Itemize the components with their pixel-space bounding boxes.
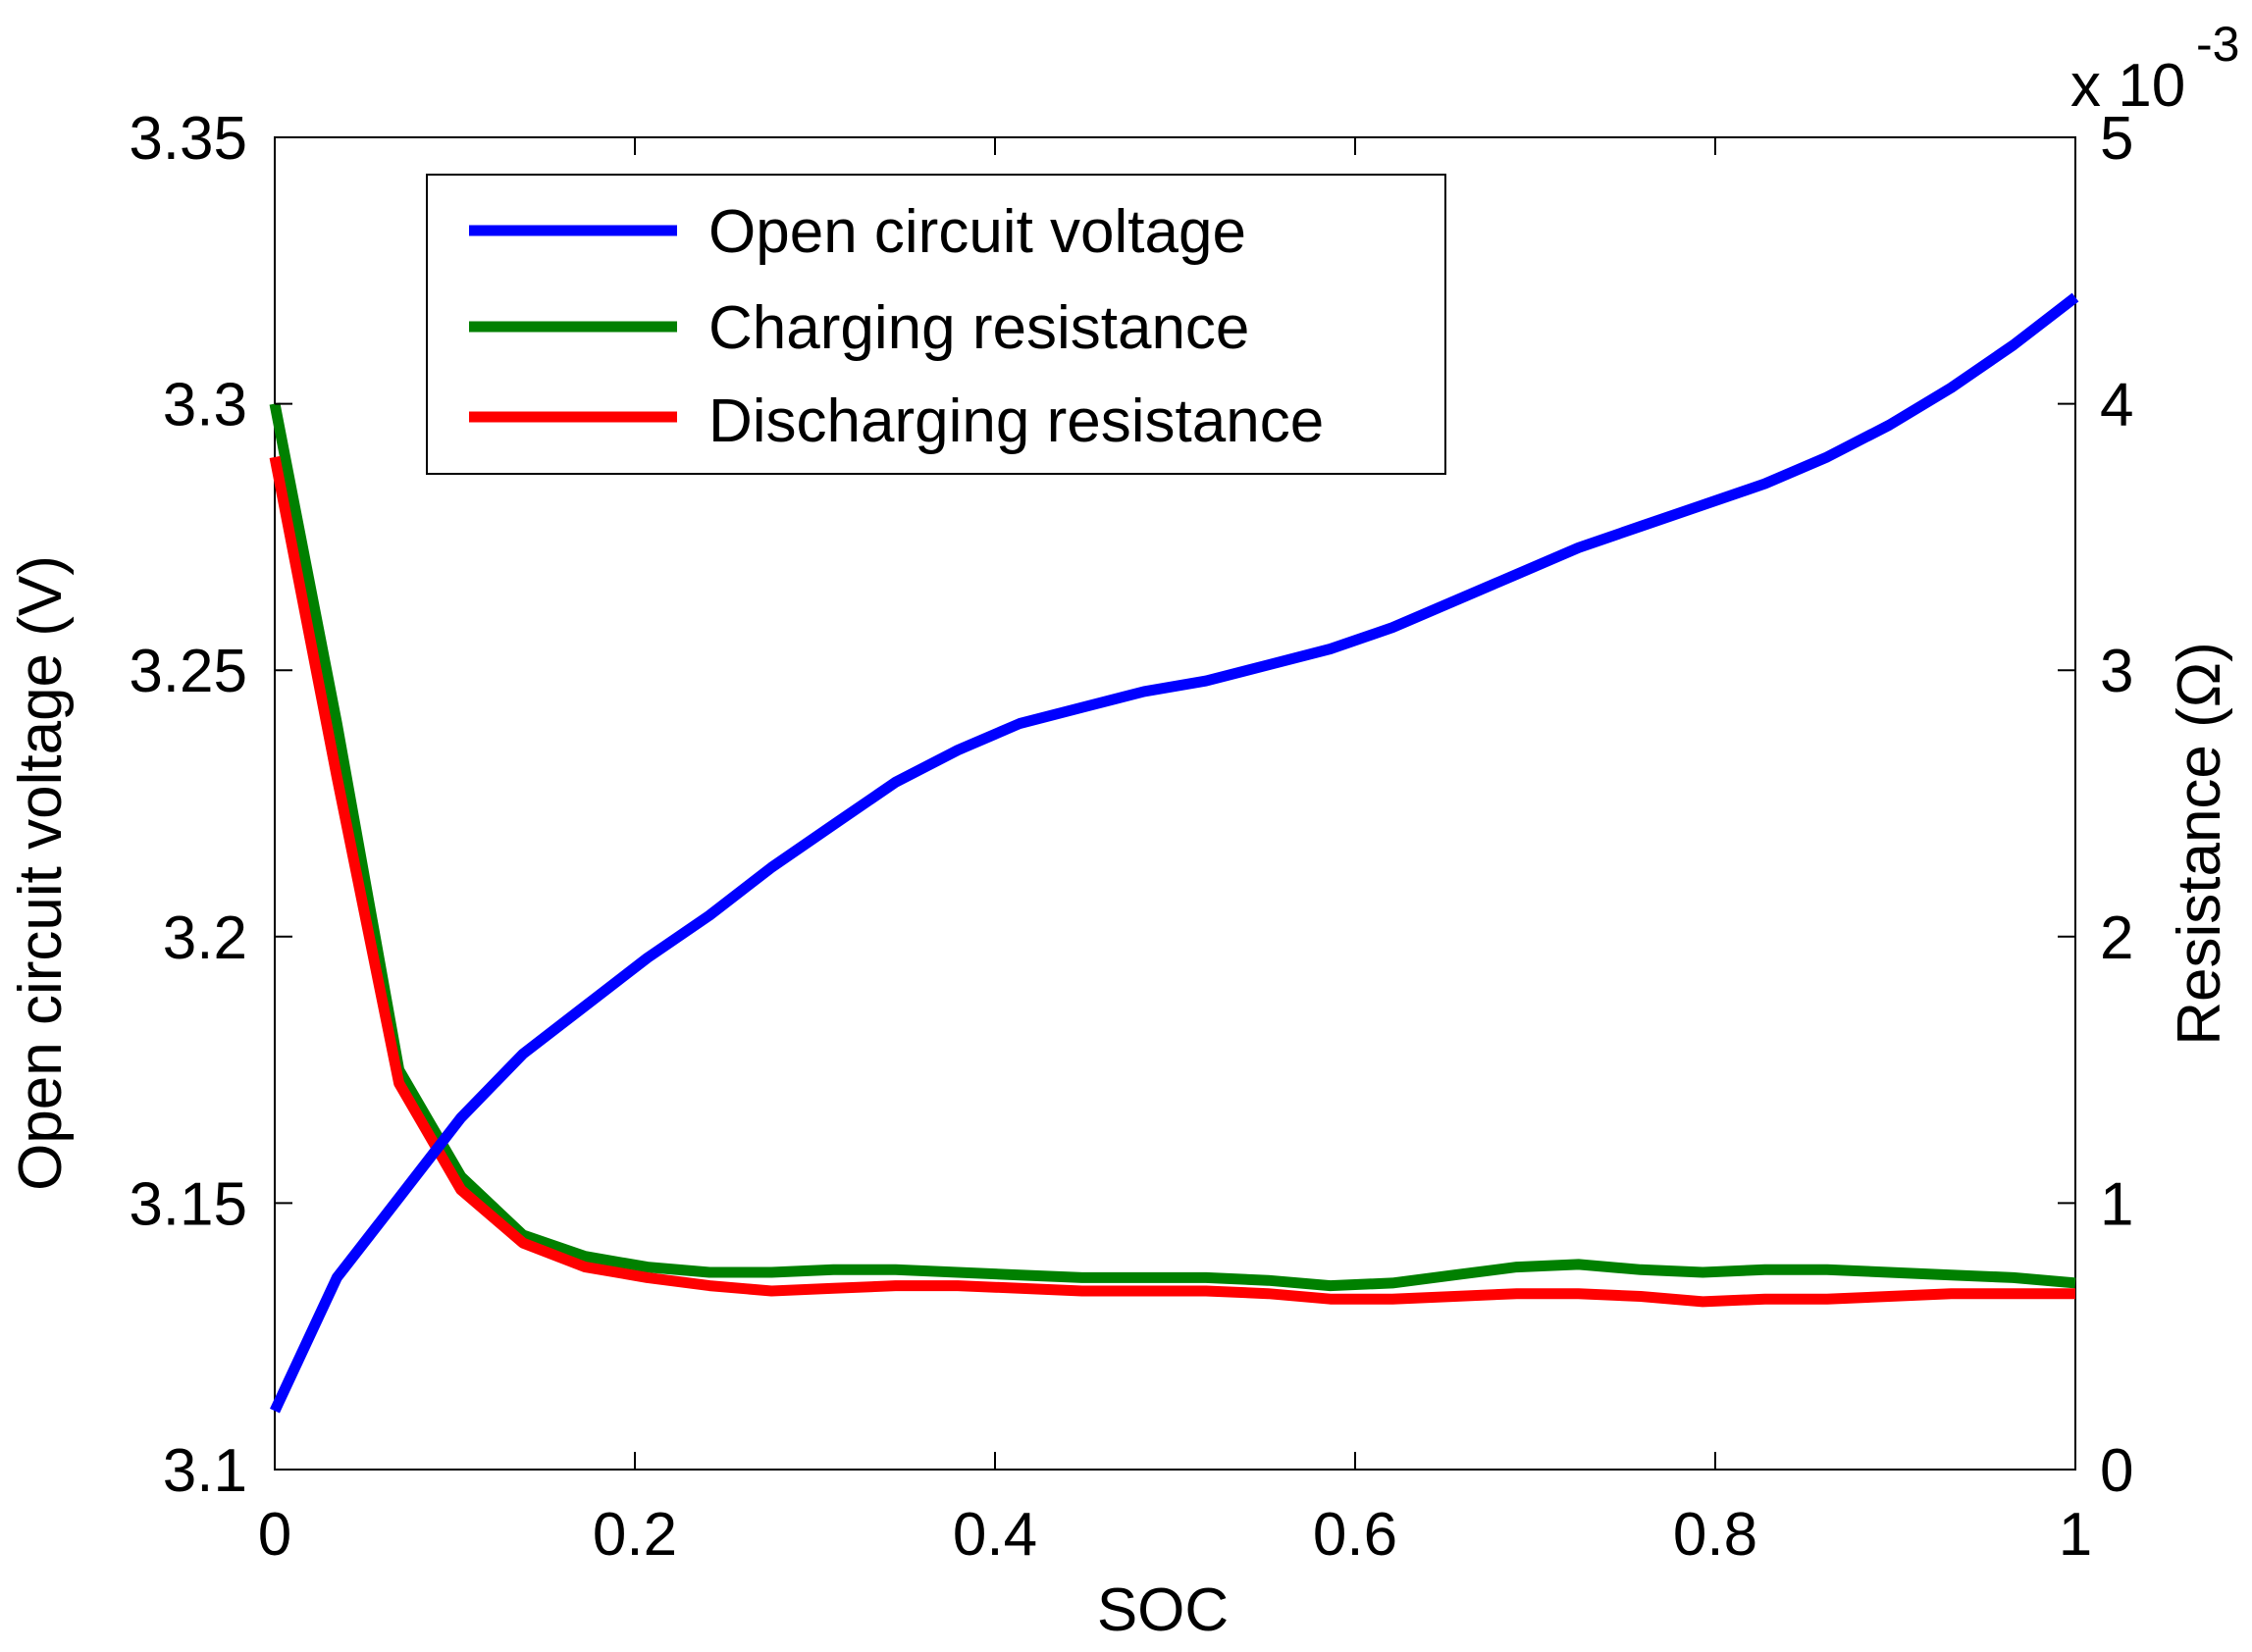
right-y-axis-title: Resistance (Ω) [2166,642,2233,1046]
series-line-charging-resistance [269,402,2076,1292]
left-y-tick-label: 3.2 [163,904,247,972]
series-line-open-circuit-voltage [270,292,2079,1414]
left-y-axis-title: Open circuit voltage (V) [7,555,75,1191]
legend-entry-discharging-resistance: Discharging resistance [469,387,1324,455]
series-layer [269,292,2079,1414]
left-y-tick-label: 3.35 [129,105,247,173]
right-y-tick-label: 0 [2100,1437,2133,1505]
x-tick-label: 0.4 [953,1501,1037,1569]
x-tick-label: 0.2 [593,1501,677,1569]
x-axis-title: SOC [1097,1576,1229,1644]
x-tick-label: 0 [258,1501,291,1569]
legend-label-charging-resistance: Charging resistance [708,294,1249,362]
legend-entry-open-circuit-voltage: Open circuit voltage [469,198,1246,266]
right-y-tick-label: 5 [2100,105,2133,173]
x-tick-label: 0.6 [1313,1501,1397,1569]
legend-label-discharging-resistance: Discharging resistance [708,387,1324,455]
left-y-tick-label: 3.25 [129,638,247,705]
x-tick-label: 0.8 [1673,1501,1757,1569]
right-y-tick-label: 4 [2100,372,2133,439]
left-y-tick-label: 3.15 [129,1170,247,1238]
series-line-discharging-resistance [269,455,2075,1308]
right-axis-exponent-base: x 10 [2070,52,2185,120]
ticks-layer: 0 0.2 0.4 0.6 0.8 13.13.153.23.253.33.3501234… [129,105,2133,1569]
right-y-tick-label: 1 [2100,1170,2133,1238]
right-y-tick-label: 2 [2100,904,2133,972]
left-y-tick-label: 3.1 [163,1437,247,1505]
legend: Open circuit voltage Charging resistance… [426,174,1446,475]
right-axis-exponent-power: -3 [2196,17,2239,72]
left-y-tick-label: 3.3 [163,372,247,439]
x-tick-label: 1 [2059,1501,2092,1569]
legend-label-open-circuit-voltage: Open circuit voltage [708,198,1246,266]
right-y-tick-label: 3 [2100,638,2133,705]
legend-entry-charging-resistance: Charging resistance [469,294,1249,362]
